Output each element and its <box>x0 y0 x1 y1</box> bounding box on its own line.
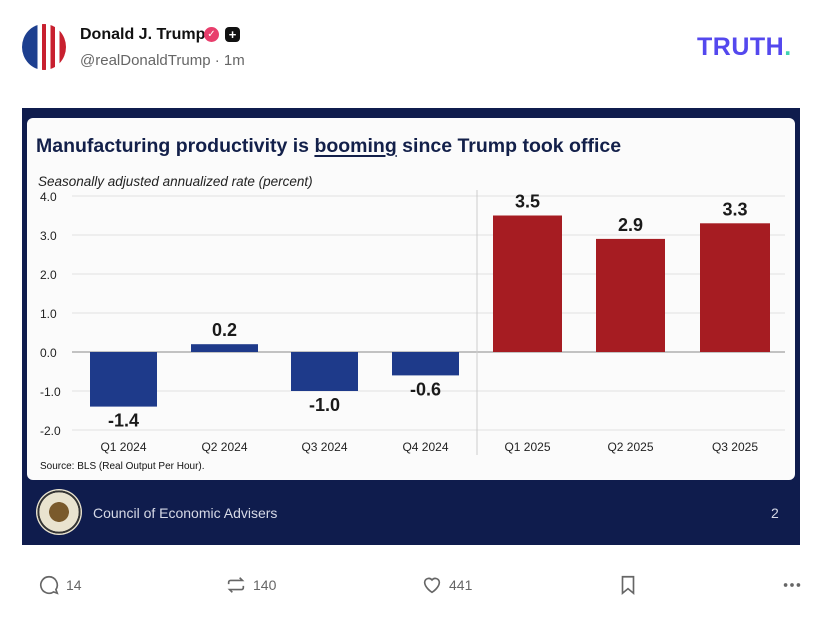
avatar[interactable] <box>22 24 66 70</box>
y-tick-label: 4.0 <box>40 190 57 204</box>
author-handle[interactable]: @realDonaldTrump · 1m <box>80 52 245 69</box>
x-tick-label: Q1 2024 <box>100 440 146 454</box>
data-label: 2.9 <box>618 215 643 235</box>
x-tick-label: Q3 2024 <box>301 440 347 454</box>
x-tick-label: Q1 2025 <box>504 440 550 454</box>
reply-button[interactable]: 14 <box>38 574 82 596</box>
like-count: 441 <box>449 577 473 593</box>
y-tick-label: 0.0 <box>40 346 57 360</box>
brand-dot: . <box>784 33 792 61</box>
author-name[interactable]: Donald J. Trump <box>80 26 206 43</box>
y-tick-label: -2.0 <box>40 424 61 438</box>
y-tick-label: 1.0 <box>40 307 57 321</box>
truth-logo: TRUTH. <box>697 33 792 62</box>
heart-icon <box>423 577 441 594</box>
plus-badge-icon: + <box>225 27 240 42</box>
x-tick-label: Q2 2024 <box>201 440 247 454</box>
retruth-icon <box>227 577 245 593</box>
bookmark-icon <box>621 575 635 596</box>
more-options-button[interactable] <box>781 574 803 596</box>
data-label: 0.2 <box>212 320 237 340</box>
data-label: -1.4 <box>108 411 139 431</box>
bar <box>493 215 562 352</box>
handle-text: @realDonaldTrump <box>80 52 211 69</box>
cea-seal-icon <box>36 489 82 535</box>
chart-card <box>27 118 795 480</box>
bar <box>700 223 770 352</box>
chart-title: Manufacturing productivity is booming si… <box>36 135 622 157</box>
data-label: 3.5 <box>515 192 540 212</box>
bookmark-button[interactable] <box>617 574 639 596</box>
reply-count: 14 <box>66 577 82 593</box>
x-tick-label: Q3 2025 <box>712 440 758 454</box>
y-tick-label: 3.0 <box>40 229 57 243</box>
data-label: 3.3 <box>722 199 747 219</box>
bar <box>392 352 459 376</box>
chart-source: Source: BLS (Real Output Per Hour). <box>40 461 205 472</box>
retruth-button[interactable]: 140 <box>225 574 276 596</box>
x-tick-label: Q4 2024 <box>402 440 448 454</box>
x-tick-label: Q2 2025 <box>607 440 653 454</box>
post-time: 1m <box>223 52 245 69</box>
retruth-count: 140 <box>253 577 277 593</box>
bar <box>596 238 665 352</box>
like-button[interactable]: 441 <box>421 574 472 596</box>
reply-icon <box>40 575 59 595</box>
footer-org: Council of Economic Advisers <box>93 505 278 521</box>
bar <box>191 344 258 352</box>
y-tick-label: 2.0 <box>40 268 57 282</box>
bar <box>90 352 157 407</box>
y-tick-label: -1.0 <box>40 385 61 399</box>
brand-text: TRUTH <box>697 33 785 61</box>
bar-chart: 4.0 3.0 2.0 1.0 0.0 -1.0 -2.0 -1.4 Q1 2024 0.2 Q2 … <box>40 190 785 455</box>
verified-badge-icon: ✓ <box>204 27 219 42</box>
more-icon <box>783 583 801 587</box>
data-label: -1.0 <box>309 395 340 415</box>
chart-subtitle: Seasonally adjusted annualized rate (per… <box>38 174 313 189</box>
bar <box>291 352 358 391</box>
slide-page-number: 2 <box>771 505 779 521</box>
data-label: -0.6 <box>410 379 441 399</box>
